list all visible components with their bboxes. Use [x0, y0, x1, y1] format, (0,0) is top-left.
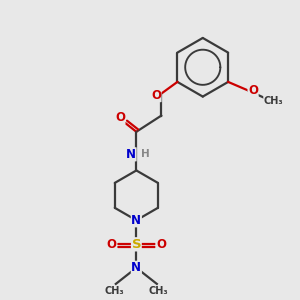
Text: N: N [131, 214, 141, 227]
Text: CH₃: CH₃ [148, 286, 168, 296]
Text: N: N [126, 148, 136, 161]
Text: O: O [248, 84, 258, 97]
Text: O: O [107, 238, 117, 251]
Text: N: N [131, 261, 141, 274]
Text: O: O [156, 238, 166, 251]
Text: O: O [115, 111, 125, 124]
Text: S: S [131, 238, 141, 251]
Text: CH₃: CH₃ [264, 96, 284, 106]
Text: O: O [151, 88, 161, 102]
Text: CH₃: CH₃ [104, 286, 124, 296]
Text: H: H [141, 149, 150, 159]
